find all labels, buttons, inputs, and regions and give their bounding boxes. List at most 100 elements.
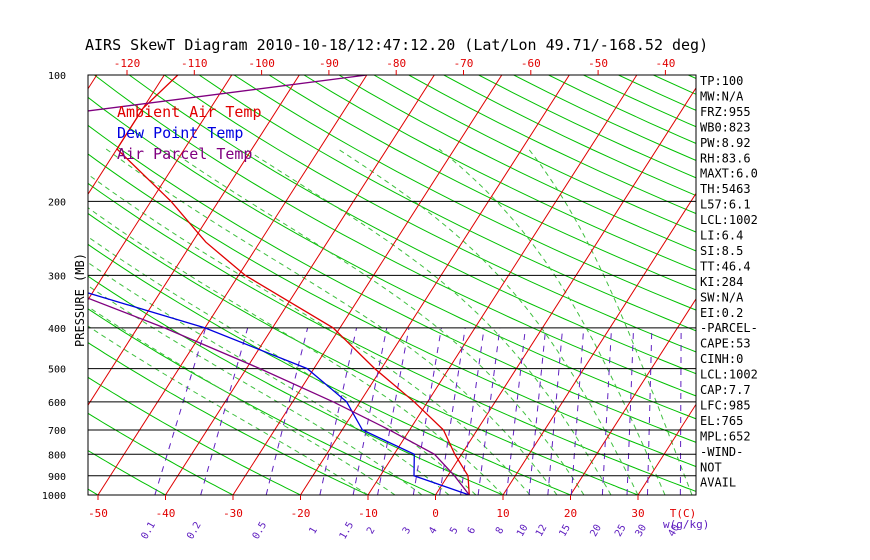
mixing-ratio-label: 15 [557, 523, 573, 539]
pressure-tick-label: 300 [48, 271, 66, 282]
dry-adiabat-line [758, 75, 870, 495]
index-label: TT:46.4 [700, 259, 751, 273]
dry-adiabat-line [88, 449, 166, 495]
mixing-ratio-line [352, 327, 388, 495]
isotherm-line [0, 75, 29, 495]
index-label: AVAIL [700, 476, 736, 490]
mixing-ratio-label: 0.1 [139, 520, 158, 541]
mixing-ratio-line [265, 327, 309, 495]
mixing-ratio-label: 3 [401, 525, 414, 536]
dry-adiabat-line [233, 75, 696, 311]
index-label: -WIND- [700, 445, 743, 459]
dry-adiabat-line [88, 342, 369, 495]
index-label: CAP:7.7 [700, 383, 751, 397]
isotherm-line [300, 75, 570, 495]
isotherm-line [97, 75, 368, 495]
profile-lines [88, 75, 470, 495]
plot-frame [87, 74, 697, 496]
index-label: TH:5463 [700, 182, 751, 196]
index-label: KI:284 [700, 275, 743, 289]
moist-adiabat-line [337, 148, 639, 495]
pressure-tick-label: 500 [48, 365, 66, 376]
index-label: EI:0.2 [700, 306, 743, 320]
pressure-tick-label: 900 [48, 472, 66, 483]
y-axis-label: PRESSURE (MB) [73, 253, 87, 347]
index-label: FRZ:955 [700, 105, 751, 119]
mixing-ratio-label: 30 [634, 523, 650, 539]
index-label: SI:8.5 [700, 244, 743, 258]
moist-adiabat-line [528, 148, 693, 495]
mixing-ratio-label: 12 [534, 523, 550, 539]
moist-adiabat-line [88, 207, 504, 495]
legend-entry: Dew Point Temp [117, 124, 243, 142]
isotherm-line [570, 297, 696, 495]
top-temp-label: -60 [521, 57, 541, 70]
mixing-ratio-label: 25 [613, 523, 629, 539]
dry-adiabat-line [0, 75, 31, 495]
pressure-tick-label: 800 [48, 450, 66, 461]
index-label: MW:N/A [700, 89, 744, 103]
mixing-ratio-line [570, 327, 585, 495]
mixing-ratio-label: 2 [365, 525, 378, 536]
dry-adiabat-line [863, 75, 870, 495]
isotherm-line [232, 75, 503, 495]
mixing-ratio-unit-label: w(g/kg) [663, 518, 709, 531]
mixing-ratio-line [154, 327, 207, 495]
isotherm-line [773, 75, 870, 495]
chart-title: AIRS SkewT Diagram 2010-10-18/12:47:12.2… [85, 36, 708, 54]
mixing-ratio-label: 10 [515, 523, 531, 539]
dry-adiabat-line [88, 243, 571, 495]
mixing-ratio-line [460, 327, 485, 495]
pressure-tick-label: 400 [48, 324, 66, 335]
index-label: SW:N/A [700, 290, 744, 304]
isotherm-line [435, 87, 696, 495]
index-label: WB0:823 [700, 120, 751, 134]
dry-adiabat-line [94, 75, 696, 397]
dry-adiabat-line [88, 412, 234, 495]
bottom-temp-label: -40 [156, 507, 176, 520]
index-label: TP:100 [700, 74, 743, 88]
mixing-ratio-line [528, 327, 547, 495]
mixing-ratio-line [477, 327, 501, 495]
series-line-1 [88, 292, 470, 495]
bottom-temp-label: 0 [432, 507, 439, 520]
index-label: NOT [700, 460, 722, 474]
temp-unit-label: T(C) [670, 507, 697, 520]
pressure-tick-label: 100 [48, 71, 66, 82]
pressure-tick-label: 200 [48, 197, 66, 208]
index-label: CINH:0 [700, 352, 743, 366]
dry-adiabat-line [88, 153, 696, 468]
index-label: MAXT:6.0 [700, 167, 758, 181]
dry-adiabat-line [268, 75, 696, 291]
bottom-temp-label: -50 [88, 507, 108, 520]
mixing-ratio-line [377, 327, 410, 495]
index-label: RH:83.6 [700, 151, 751, 165]
mixing-ratio-label: 1 [307, 525, 320, 536]
moist-adiabat-line [438, 148, 666, 495]
index-label: LCL:1002 [700, 213, 758, 227]
mixing-ratio-line [505, 327, 526, 495]
mixing-ratio-label: 0.5 [251, 520, 270, 541]
dry-adiabat-line [164, 75, 696, 353]
top-temp-label: -120 [114, 57, 141, 70]
dry-adiabat-line [793, 75, 870, 495]
moist-adiabat-line [88, 261, 450, 495]
index-label: CAPE:53 [700, 337, 751, 351]
bottom-temp-label: 30 [631, 507, 644, 520]
bottom-temp-label: -30 [223, 507, 243, 520]
mixing-ratio-line [439, 327, 466, 495]
mixing-ratio-line [547, 327, 564, 495]
mixing-ratio-label: 1.5 [338, 520, 357, 541]
dry-adiabat-line [88, 124, 696, 443]
mixing-ratio-line [646, 327, 653, 495]
mixing-ratio-label: 5 [448, 525, 461, 536]
grid-lines [0, 75, 870, 495]
top-temp-label: -110 [181, 57, 208, 70]
bottom-temp-label: -10 [358, 507, 378, 520]
index-label: -PARCEL- [700, 321, 758, 335]
mixing-ratio-line [412, 327, 442, 495]
dry-adiabat-line [408, 75, 696, 215]
mixing-ratio-label: 20 [588, 523, 604, 539]
